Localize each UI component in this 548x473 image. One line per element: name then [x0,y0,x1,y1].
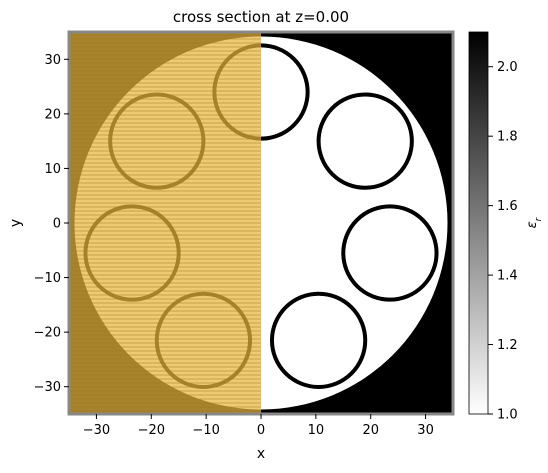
colorbar-tick-label: 1.4 [497,269,518,284]
y-axis-ticks: −30 −20 −10 0 10 20 30 [34,53,69,395]
colorbar-tick-label: 1.2 [497,338,518,353]
colorbar-gradient [468,31,489,415]
colorbar: 1.0 1.2 1.4 1.6 1.8 2.0 [468,31,518,423]
colorbar-tick-label: 1.8 [497,130,518,145]
x-tick-label: 20 [362,423,379,438]
ring-2 [316,92,414,190]
colorbar-label: εr [525,216,544,228]
x-tick-label: −10 [192,423,219,438]
colorbar-tick-label: 1.6 [497,199,518,214]
colorbar-tick-label: 1.0 [497,408,518,423]
y-axis-label: y [8,219,24,227]
y-tick-label: 30 [44,53,61,68]
x-tick-label: −20 [138,423,165,438]
x-tick-label: 10 [308,423,325,438]
y-tick-label: 0 [53,217,61,232]
y-tick-label: 20 [44,107,61,122]
overlay-hatch [69,32,261,414]
chart-title: cross section at z=0.00 [173,8,349,26]
ring-4 [269,291,368,389]
x-tick-label: 30 [417,423,434,438]
ring-3 [341,204,439,302]
colorbar-ticks: 1.0 1.2 1.4 1.6 1.8 2.0 [488,60,518,423]
plot-area [69,32,453,414]
y-tick-label: −30 [34,380,61,395]
y-tick-label: −20 [34,326,61,341]
x-tick-label: 0 [257,423,265,438]
y-tick-label: 10 [44,162,61,177]
overlay-region [69,32,261,414]
y-tick-label: −10 [34,271,61,286]
x-tick-label: −30 [83,423,110,438]
colorbar-tick-label: 2.0 [497,60,518,75]
x-axis-ticks: −30 −20 −10 0 10 20 30 [83,414,434,438]
x-axis-label: x [257,446,265,462]
